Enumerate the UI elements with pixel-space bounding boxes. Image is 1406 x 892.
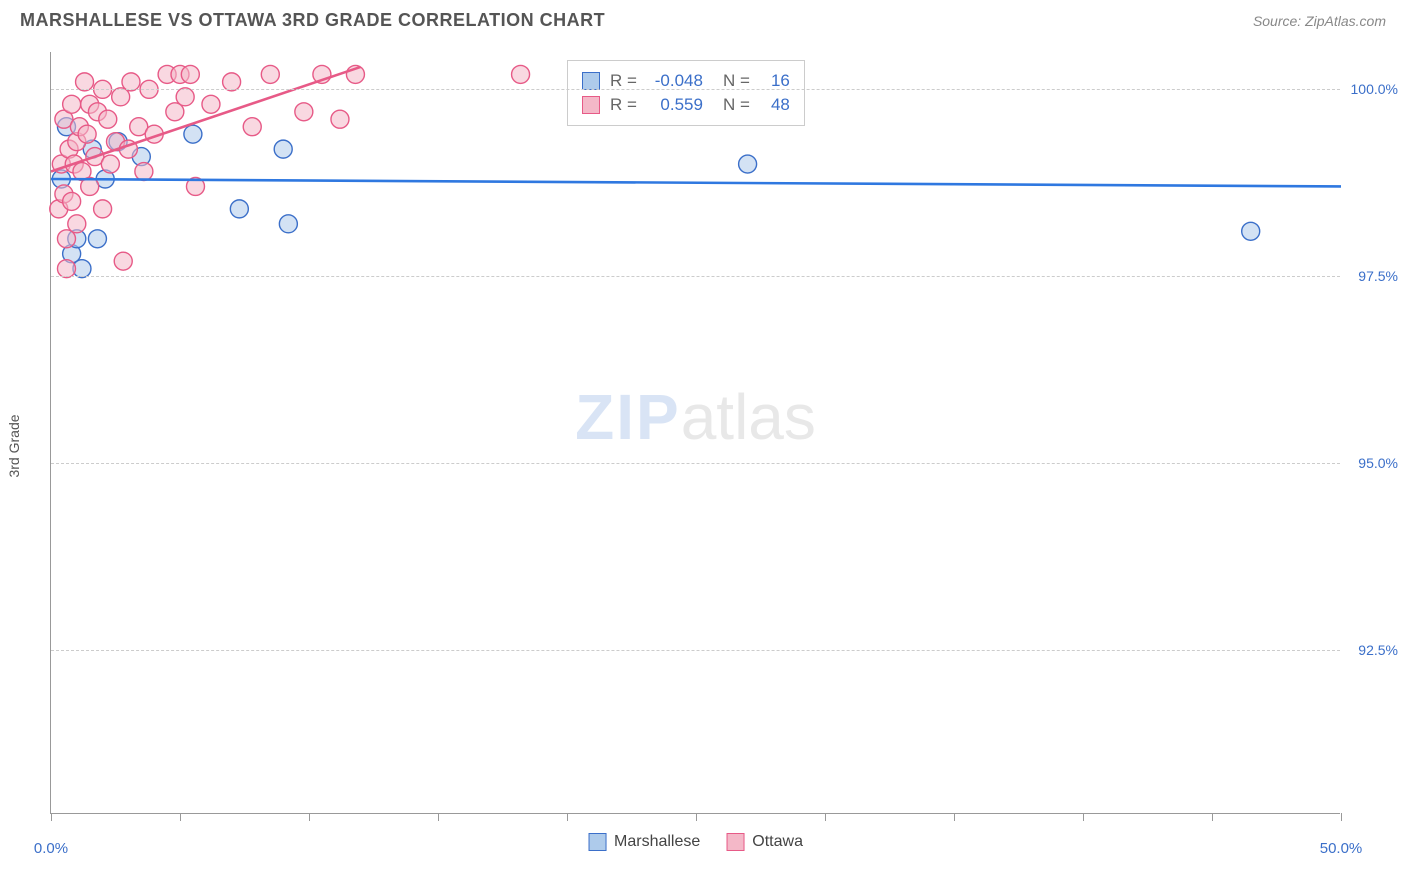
- chart-svg: [51, 52, 1340, 813]
- data-point[interactable]: [78, 125, 96, 143]
- legend-label: Marshallese: [614, 833, 700, 851]
- data-point[interactable]: [181, 65, 199, 83]
- swatch-icon: [582, 96, 600, 114]
- data-point[interactable]: [88, 230, 106, 248]
- stat-n-value: 48: [760, 95, 790, 115]
- data-point[interactable]: [184, 125, 202, 143]
- data-point[interactable]: [230, 200, 248, 218]
- gridline: [51, 89, 1340, 90]
- data-point[interactable]: [122, 73, 140, 91]
- data-point[interactable]: [1242, 222, 1260, 240]
- x-tick: [825, 813, 826, 821]
- x-tick: [1083, 813, 1084, 821]
- data-point[interactable]: [94, 200, 112, 218]
- legend-label: Ottawa: [752, 833, 803, 851]
- swatch-icon: [588, 833, 606, 851]
- data-point[interactable]: [739, 155, 757, 173]
- trend-line: [51, 179, 1341, 186]
- x-tick: [1341, 813, 1342, 821]
- series-legend: Marshallese Ottawa: [588, 833, 803, 851]
- data-point[interactable]: [101, 155, 119, 173]
- data-point[interactable]: [114, 252, 132, 270]
- x-tick: [180, 813, 181, 821]
- data-point[interactable]: [243, 118, 261, 136]
- y-tick-label: 92.5%: [1344, 642, 1398, 658]
- gridline: [51, 276, 1340, 277]
- x-tick: [567, 813, 568, 821]
- x-tick-label: 0.0%: [34, 840, 68, 857]
- x-tick: [438, 813, 439, 821]
- source-attribution: Source: ZipAtlas.com: [1253, 13, 1386, 29]
- data-point[interactable]: [57, 260, 75, 278]
- stat-n-label: N =: [723, 71, 750, 91]
- data-point[interactable]: [176, 88, 194, 106]
- swatch-icon: [726, 833, 744, 851]
- data-point[interactable]: [279, 215, 297, 233]
- gridline: [51, 650, 1340, 651]
- x-tick: [954, 813, 955, 821]
- x-tick: [696, 813, 697, 821]
- data-point[interactable]: [331, 110, 349, 128]
- stat-n-value: 16: [760, 71, 790, 91]
- data-point[interactable]: [274, 140, 292, 158]
- stat-n-label: N =: [723, 95, 750, 115]
- data-point[interactable]: [135, 163, 153, 181]
- y-tick-label: 95.0%: [1344, 455, 1398, 471]
- data-point[interactable]: [261, 65, 279, 83]
- data-point[interactable]: [63, 95, 81, 113]
- correlation-stats-box: R = -0.048 N = 16 R = 0.559 N = 48: [567, 60, 805, 126]
- y-axis-label: 3rd Grade: [6, 414, 22, 477]
- stat-r-label: R =: [610, 95, 637, 115]
- data-point[interactable]: [68, 215, 86, 233]
- data-point[interactable]: [295, 103, 313, 121]
- x-tick: [1212, 813, 1213, 821]
- data-point[interactable]: [202, 95, 220, 113]
- y-tick-label: 97.5%: [1344, 268, 1398, 284]
- data-point[interactable]: [512, 65, 530, 83]
- chart-title: MARSHALLESE VS OTTAWA 3RD GRADE CORRELAT…: [20, 10, 605, 31]
- x-tick-label: 50.0%: [1320, 840, 1363, 857]
- data-point[interactable]: [99, 110, 117, 128]
- stat-r-value: -0.048: [647, 71, 703, 91]
- y-tick-label: 100.0%: [1344, 81, 1398, 97]
- data-point[interactable]: [76, 73, 94, 91]
- data-point[interactable]: [223, 73, 241, 91]
- swatch-icon: [582, 72, 600, 90]
- legend-item[interactable]: Ottawa: [726, 833, 803, 851]
- gridline: [51, 463, 1340, 464]
- stat-r-value: 0.559: [647, 95, 703, 115]
- data-point[interactable]: [63, 192, 81, 210]
- stat-r-label: R =: [610, 71, 637, 91]
- stats-row: R = 0.559 N = 48: [582, 93, 790, 117]
- x-tick: [309, 813, 310, 821]
- legend-item[interactable]: Marshallese: [588, 833, 700, 851]
- plot-area: ZIPatlas R =-0.048N =16R =0.559N =48 Mar…: [50, 52, 1340, 814]
- x-tick: [51, 813, 52, 821]
